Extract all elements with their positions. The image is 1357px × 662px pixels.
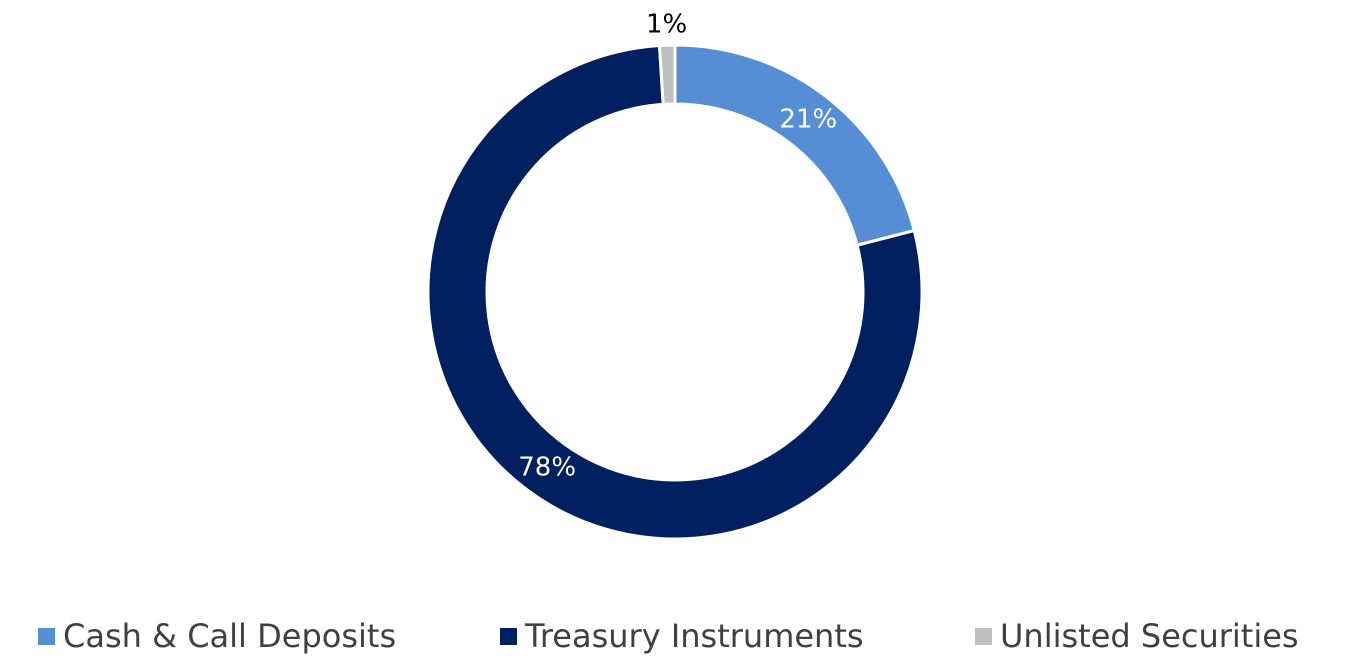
legend-label: Treasury Instruments bbox=[524, 617, 864, 655]
donut-slice bbox=[657, 43, 677, 106]
legend-label: Unlisted Securities bbox=[1000, 617, 1299, 655]
legend-swatch bbox=[975, 628, 992, 645]
donut-slice bbox=[426, 43, 924, 541]
data-label: 1% bbox=[646, 10, 687, 40]
data-label: 21% bbox=[779, 105, 837, 135]
data-label: 78% bbox=[518, 452, 576, 482]
legend-swatch bbox=[500, 628, 517, 645]
donut-slice bbox=[673, 43, 917, 248]
legend-swatch bbox=[38, 628, 55, 645]
legend-label: Cash & Call Deposits bbox=[63, 617, 396, 655]
